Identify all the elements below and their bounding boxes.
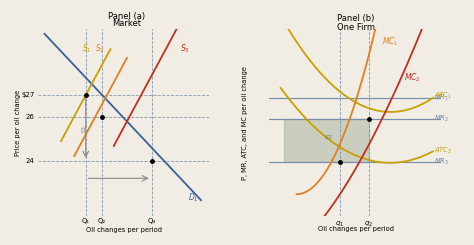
Text: $ATC_1$: $ATC_1$ (434, 91, 453, 101)
Text: 26: 26 (26, 114, 35, 120)
Text: $S_3$: $S_3$ (180, 42, 190, 55)
Text: $S3$: $S3$ (324, 133, 333, 141)
Text: Q₃: Q₃ (147, 218, 156, 224)
Text: $MR_3$: $MR_3$ (434, 157, 449, 167)
Text: $D_1$: $D_1$ (188, 191, 199, 204)
Text: $MC_2$: $MC_2$ (404, 72, 421, 84)
Polygon shape (284, 119, 369, 162)
Text: $MR_1$: $MR_1$ (434, 93, 449, 103)
Text: $q_1$: $q_1$ (335, 220, 345, 229)
Text: $S_1$: $S_1$ (82, 42, 91, 55)
Text: 24: 24 (26, 158, 35, 164)
Text: Oil changes per period: Oil changes per period (318, 226, 394, 232)
Text: $ATC_2$: $ATC_2$ (434, 146, 453, 157)
Text: $MR_2$: $MR_2$ (434, 114, 449, 124)
Text: $S_2$: $S_2$ (95, 42, 105, 55)
Text: Q₂: Q₂ (98, 218, 106, 224)
Text: P, MR, ATC, and MC per oil change: P, MR, ATC, and MC per oil change (242, 65, 248, 180)
Text: $27: $27 (21, 92, 35, 98)
Text: $S3$: $S3$ (80, 125, 88, 134)
Text: Panel (a): Panel (a) (109, 12, 146, 21)
Text: $q_2$: $q_2$ (364, 220, 373, 229)
Text: Price per oil change: Price per oil change (15, 89, 21, 156)
Text: Panel (b): Panel (b) (337, 14, 374, 23)
Text: Oil changes per period: Oil changes per period (86, 227, 162, 233)
Text: $MC_1$: $MC_1$ (382, 35, 398, 48)
Text: Q₁: Q₁ (82, 218, 90, 224)
Text: One Firm: One Firm (337, 23, 375, 32)
Text: Market: Market (112, 19, 141, 28)
